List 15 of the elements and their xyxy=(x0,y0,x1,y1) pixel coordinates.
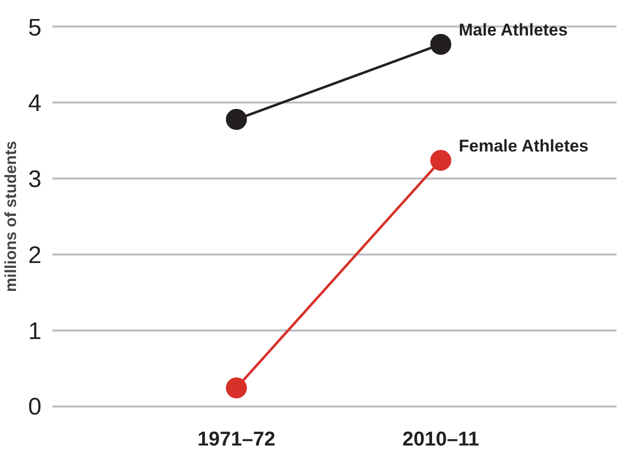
x-tick-label: 1971–72 xyxy=(197,428,276,450)
series-label: Male Athletes xyxy=(458,20,568,40)
y-tick-label: 5 xyxy=(28,14,42,42)
x-tick-label: 2010–11 xyxy=(402,428,480,450)
series-label: Female Athletes xyxy=(458,136,589,156)
point xyxy=(226,108,247,130)
point xyxy=(430,34,452,55)
y-tick-label: 2 xyxy=(28,242,42,269)
y-tick-label: 1 xyxy=(28,318,42,345)
y-tick-label: 0 xyxy=(28,394,42,421)
y-axis-title: millions of students xyxy=(3,140,20,292)
point xyxy=(430,150,452,171)
y-tick-label: 4 xyxy=(28,90,42,118)
point xyxy=(226,377,247,398)
y-tick-label: 3 xyxy=(28,166,42,194)
